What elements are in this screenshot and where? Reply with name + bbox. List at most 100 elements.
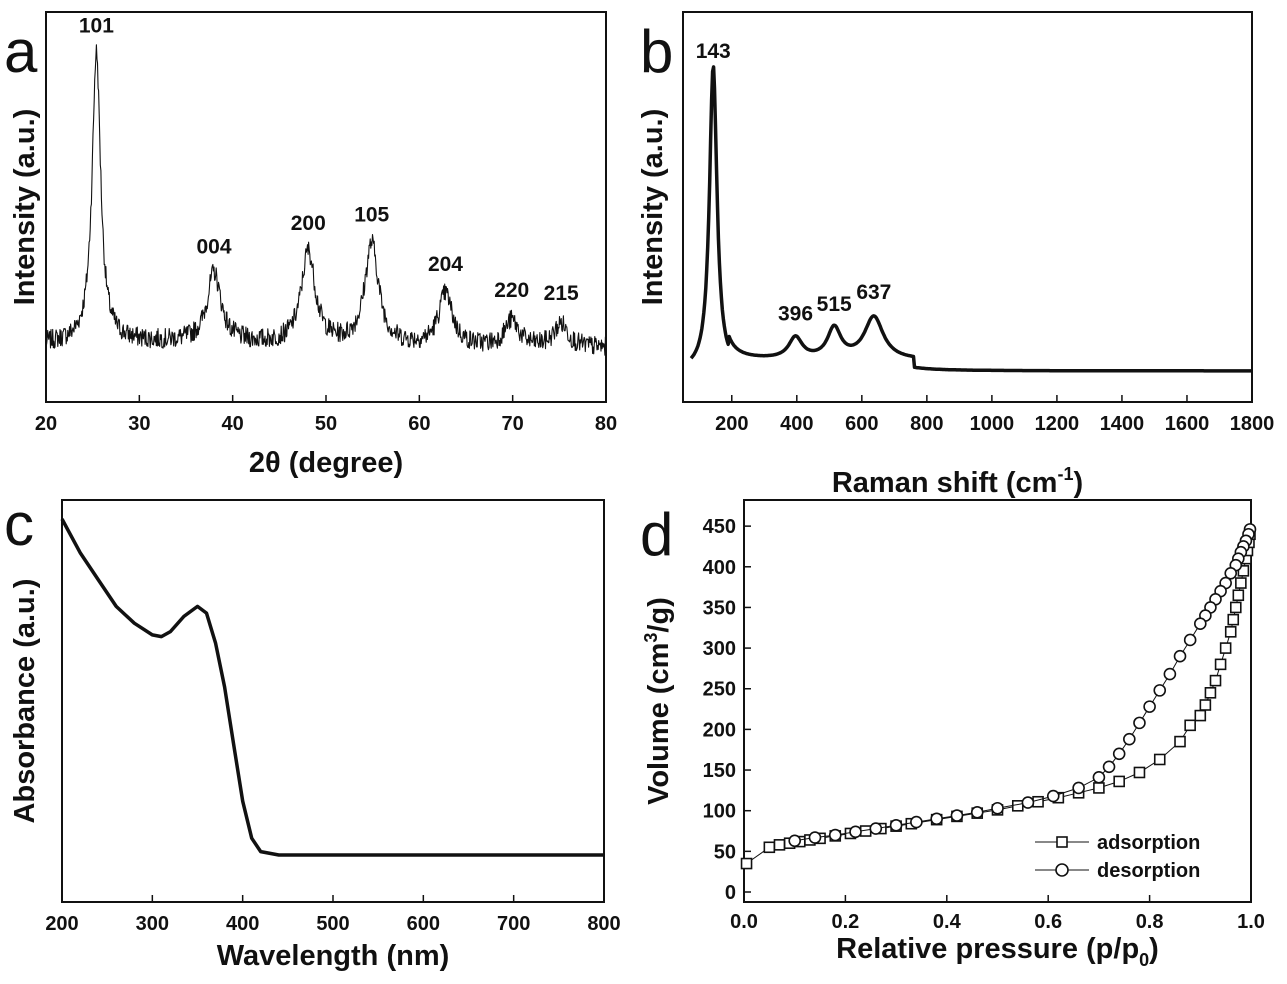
panel-b-x-axis-label-main: Raman shift (cm [832, 467, 1058, 499]
panel-d-x-tick-label: 1.0 [1237, 911, 1265, 933]
panel-c-x-tick-label: 500 [316, 913, 349, 935]
panel-d-x-axis-label-sub: 0 [1139, 950, 1149, 970]
panel-b-x-tick-label: 1000 [970, 413, 1015, 435]
panel-d-desorption-line [794, 529, 1251, 842]
panel-b-raman-chart: 200 400 600 800 1000 1200 1400 1600 1800 Raman sh… [637, 11, 1275, 499]
panel-c-x-tick-label: 400 [226, 913, 259, 935]
panel-d-panel-letter: d [640, 501, 673, 568]
panel-a-peak-label: 220 [494, 279, 529, 302]
panel-d-adsorption-point [1184, 719, 1196, 732]
panel-d-y-tick-label: 250 [703, 679, 736, 701]
panel-d-adsorption-point [1232, 589, 1245, 602]
panel-b-x-axis-label-sup: -1 [1057, 464, 1073, 484]
panel-d-plot-frame [743, 499, 1252, 903]
panel-d-x-tick-label: 0.0 [730, 911, 758, 933]
panel-d-y-axis-label: Volume (cm3/g) [641, 597, 675, 805]
panel-a-peak-label: 101 [79, 15, 114, 38]
panel-c-x-tick-label: 800 [587, 913, 620, 935]
panel-a-xrd-chart: 20 30 40 50 60 70 80 2θ (degree) Intensity (a.u.… [4, 11, 617, 479]
panel-c-x-tick-label: 700 [497, 913, 530, 935]
panel-b-y-axis-label: Intensity (a.u.) [637, 109, 669, 306]
panel-d-y-tick-label: 0 [725, 882, 736, 904]
panel-d-y-axis-label-main: Volume (cm [643, 643, 675, 805]
panel-a-peak-label: 105 [354, 203, 389, 226]
panel-d-adsorption-point [740, 857, 753, 870]
panel-c-x-tick-label: 600 [407, 913, 440, 935]
panel-c-x-tick-label: 200 [45, 913, 78, 935]
panel-c-panel-letter: c [4, 491, 34, 558]
panel-c-absorbance-chart: 200 300 400 500 600 700 800 Wavelength (nm) Abso… [4, 491, 621, 972]
panel-a-y-axis-label: Intensity (a.u.) [9, 109, 41, 306]
panel-d-desorption-point [869, 822, 883, 835]
panel-d-desorption-point [1092, 771, 1106, 784]
panel-d-x-axis-label-tail: ) [1149, 933, 1159, 965]
panel-a-x-tick-label: 70 [502, 413, 524, 435]
panel-d-y-tick-label: 300 [703, 638, 736, 660]
panel-d-y-tick-label: 200 [703, 719, 736, 741]
panel-a-peak-label: 215 [544, 282, 579, 305]
panel-d-desorption-point [1102, 760, 1116, 774]
panel-d-desorption-point [1112, 747, 1126, 761]
panel-d-adsorption-point [1214, 658, 1227, 671]
panel-d-y-tick-label: 100 [703, 801, 736, 823]
panel-d-y-axis-label-sup: 3 [641, 633, 661, 643]
panel-a-peak-label: 204 [428, 253, 463, 276]
panel-d-y-tick-label: 350 [703, 597, 736, 619]
panel-a-panel-letter: a [4, 18, 38, 85]
panel-d-desorption-point [930, 812, 943, 826]
panel-d-desorption-point [828, 828, 842, 842]
panel-d-legend-square-marker [1056, 836, 1068, 848]
panel-d-adsorption-point [1204, 687, 1217, 699]
panel-d-adsorption-point [1113, 775, 1125, 788]
panel-b-x-tick-label: 200 [715, 413, 748, 435]
panel-b-x-tick-label: 1400 [1100, 413, 1145, 435]
panel-d-isotherm-chart: 0.0 0.2 0.4 0.6 0.8 1.0 0 50 100 150 200 250 300 350 4… [640, 499, 1265, 970]
panel-b-raman-spectrum-line [689, 65, 1253, 373]
panel-d-desorption-point [1173, 649, 1187, 663]
panel-d-y-axis-label-tail: /g) [643, 597, 675, 632]
panel-b-x-tick-label: 1600 [1165, 413, 1210, 435]
panel-b-x-tick-label: 400 [780, 413, 813, 435]
panel-d-adsorption-point [1224, 626, 1237, 638]
panel-c-x-axis-label: Wavelength (nm) [217, 940, 450, 972]
panel-d-adsorption-point [1093, 782, 1105, 794]
panel-b-peak-label: 515 [817, 293, 852, 316]
panel-b-peak-label: 396 [778, 302, 813, 325]
panel-b-x-tick-label: 1800 [1230, 413, 1275, 435]
panel-d-x-tick-label: 0.2 [831, 911, 859, 933]
panel-d-desorption-point [1133, 716, 1146, 730]
panel-b-x-tick-label: 600 [845, 413, 878, 435]
panel-b-x-tick-label: 800 [910, 413, 943, 435]
panel-d-desorption-point [1021, 796, 1035, 809]
panel-b-x-axis-label: Raman shift (cm-1) [832, 464, 1083, 499]
panel-d-desorption-point [1153, 684, 1167, 697]
panel-b-x-axis-label-tail: ) [1073, 467, 1083, 499]
panel-d-desorption-point [849, 825, 862, 839]
panel-d-adsorption-point [1219, 642, 1232, 654]
panel-c-plot-frame [61, 499, 605, 903]
panel-d-adsorption-point [1209, 674, 1222, 687]
panel-d-adsorption-point [1235, 577, 1247, 589]
panel-a-plot-frame [45, 11, 607, 403]
panel-c-y-axis-label: Absorbance (a.u.) [9, 579, 41, 824]
panel-d-desorption-point [991, 801, 1004, 815]
panel-d-y-tick-label: 50 [714, 841, 736, 863]
panel-a-x-tick-label: 30 [128, 413, 150, 435]
panel-d-adsorption-point [1174, 735, 1186, 748]
panel-d-desorption-point [1224, 566, 1238, 580]
panel-a-peak-label: 200 [291, 212, 326, 235]
panel-d-y-tick-label: 450 [703, 516, 736, 538]
panel-d-desorption-point [1194, 617, 1207, 630]
panel-a-xrd-pattern-line [45, 44, 606, 356]
panel-a-x-tick-label: 80 [595, 413, 617, 435]
panel-b-plot-frame [682, 11, 1253, 403]
panel-d-x-axis-label-main: Relative pressure (p/p [836, 933, 1139, 965]
panel-d-desorption-point [1123, 732, 1136, 746]
panel-a-peak-label: 004 [196, 235, 231, 258]
panel-b-x-tick-label: 1200 [1035, 413, 1080, 435]
panel-d-desorption-point [808, 831, 822, 844]
panel-d-adsorption-point [1133, 766, 1146, 779]
panel-d-adsorption-point [1032, 795, 1044, 808]
panel-d-desorption-point [910, 815, 923, 829]
